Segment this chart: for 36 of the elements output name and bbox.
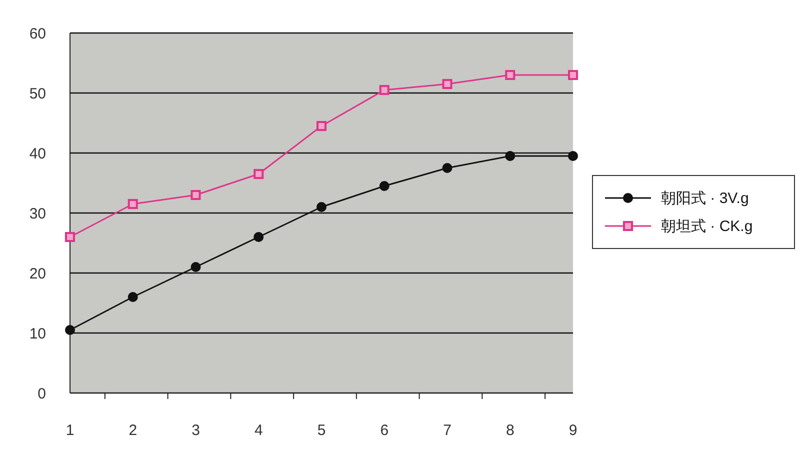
x-tick-label: 8 [506, 422, 514, 439]
x-tick-label: 2 [128, 422, 138, 439]
point [316, 121, 326, 131]
point [254, 169, 264, 179]
point [442, 163, 452, 173]
point [379, 85, 390, 95]
legend-label: 朝坦式 · CK.g [661, 216, 753, 236]
point [442, 79, 452, 89]
y-tick-label: 0 [38, 385, 46, 402]
y-tick-label: 10 [29, 325, 46, 342]
point [568, 70, 578, 80]
y-tick-label: 40 [29, 145, 46, 162]
y-tick-label: 20 [29, 265, 46, 282]
point [505, 70, 516, 80]
y-tick-label: 50 [29, 85, 46, 102]
point [190, 262, 201, 272]
legend-label: 朝阳式 · 3V.g [661, 188, 749, 208]
point [128, 199, 138, 209]
point [568, 151, 578, 161]
x-tick-label: 7 [443, 422, 452, 439]
y-tick-label: 30 [29, 205, 46, 222]
y-tick-label: 60 [29, 25, 46, 42]
point [254, 232, 264, 242]
x-tick-label: 6 [380, 422, 389, 439]
x-tick-label: 5 [317, 422, 326, 439]
x-tick-label: 3 [192, 422, 200, 439]
point [379, 181, 390, 191]
x-tick-label: 4 [254, 422, 263, 439]
point [65, 232, 75, 242]
point [128, 292, 138, 302]
x-tick-label: 9 [568, 422, 578, 439]
point [65, 325, 75, 335]
point [505, 151, 516, 161]
point [316, 202, 326, 212]
point [190, 190, 201, 200]
x-tick-label: 1 [66, 422, 74, 439]
